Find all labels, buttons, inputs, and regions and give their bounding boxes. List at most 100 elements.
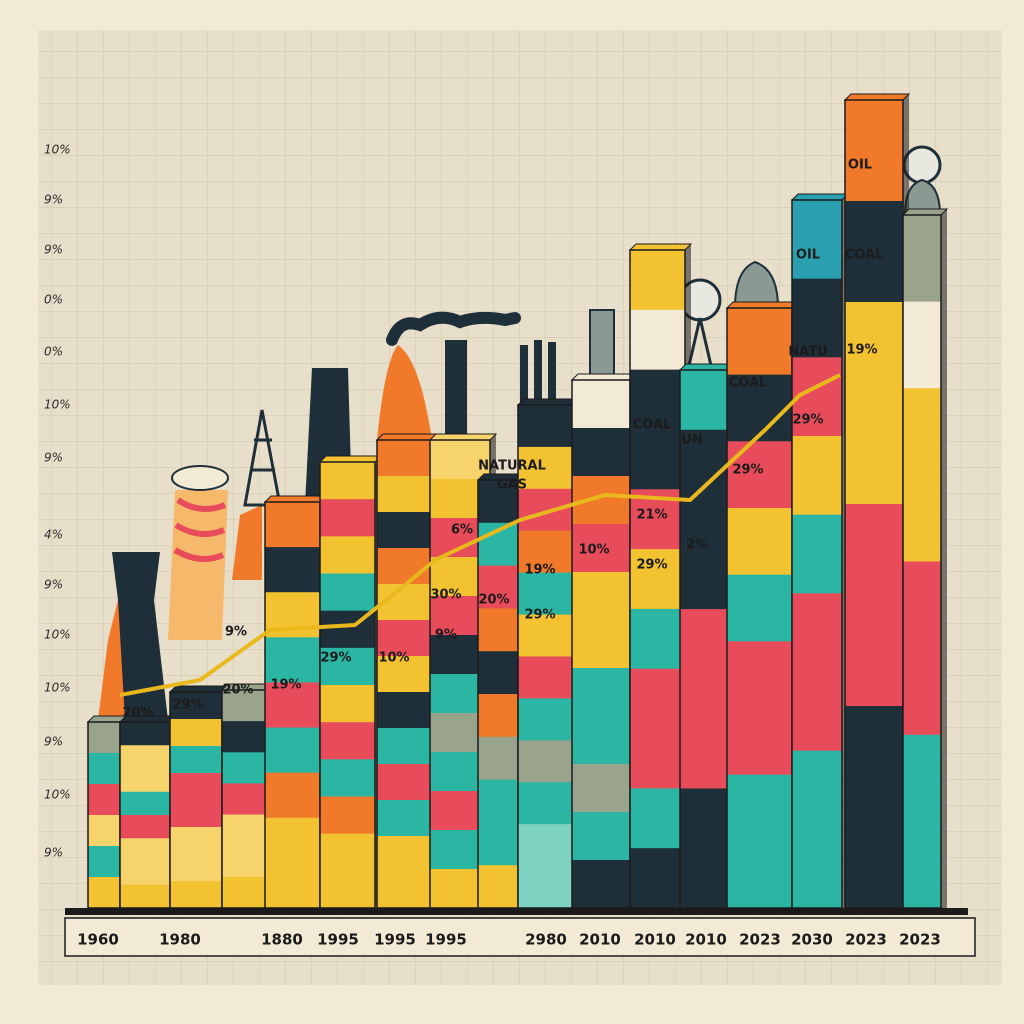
x-axis-label: 2980 [525,931,567,949]
bar-segment [320,499,375,537]
bar-segment [478,779,518,823]
bar-segment [265,727,320,774]
bar-segment [320,536,375,574]
bar-segment [630,728,685,789]
bar-segment [222,845,267,878]
bar-top [570,373,638,381]
bar-segment [377,872,432,909]
bar-segment [320,870,375,909]
bar-top [375,433,440,441]
bar-segment [377,692,432,729]
bar-segment [88,815,120,847]
bar-segment [792,514,842,594]
bar-segment [845,706,903,808]
bar-segment [265,772,320,819]
bar-segment [478,865,518,909]
bar-segment [377,656,432,693]
x-axis-label: 1960 [77,931,119,949]
bar-segment [727,441,792,509]
bar-segment [792,750,842,830]
x-axis-label: 2010 [634,931,676,949]
smoke [386,311,521,346]
bar-segment [377,836,432,873]
bar-segment [265,637,320,683]
y-axis-label: 10% [44,628,71,642]
bar-label: 21% [636,508,667,523]
bar-segment [265,502,320,548]
bar-segment [170,800,222,828]
bar-segment [88,877,120,909]
bar-segment [120,884,170,909]
bar-label: 20% [122,706,153,721]
bar-segment [518,782,573,825]
bar-segment [320,462,375,500]
bar-label: 19% [846,343,877,358]
bar-segment [845,100,903,202]
bar-segment [478,480,518,524]
bar-segment [170,854,222,882]
y-axis-label: 10% [44,788,71,802]
bar-segment [518,572,573,616]
bar-segment [630,608,685,670]
bar-segment [572,860,630,909]
cooling-tower [168,490,228,640]
bar-segment [630,309,685,371]
bar-segment [680,848,728,909]
bar-segment [518,446,573,490]
bar-segment [727,374,792,442]
bar-segment [377,548,432,585]
bar-segment [680,429,728,491]
bar-segment [478,608,518,652]
bar-label: OIL [848,158,872,173]
bar-label: NATURAL [478,459,546,474]
tank [733,260,780,309]
pipe [534,340,542,415]
bar-segment [845,807,903,909]
bar-label: 6% [451,523,473,538]
bar-segment [320,685,375,723]
y-axis-label: 9% [44,735,63,749]
bar-segment [377,440,432,477]
bar-label: 20% [478,593,509,608]
bar-segment [222,876,267,909]
bar-segment [478,694,518,738]
bar-segment [572,716,630,765]
bar-segment [727,508,792,576]
bar-label: 30% [430,588,461,603]
x-axis-label: 2023 [739,931,781,949]
bar-segment [727,574,792,642]
bar-segment [572,572,630,621]
bar-segment [845,605,903,707]
labels: 10% 9% 9% 0% 0% 10% 9% 4% 9% 10% 10% 9% 10% 9% 1960 198… [44,143,941,949]
bar-segment [792,829,842,909]
x-axis-label: 2023 [899,931,941,949]
bar-segment [88,722,120,754]
bar-segment [845,403,903,505]
bar-top [678,363,736,371]
bar-segment [377,512,432,549]
bar-segment [630,250,685,311]
bar-segment [377,728,432,765]
bar-top [725,301,800,309]
x-axis-strip [64,917,976,957]
bar-label: 29% [172,698,203,713]
bar-segment [170,827,222,855]
bar-segment [88,846,120,878]
bar-segment [478,565,518,609]
bar-segment [265,817,320,864]
bar-label: 10% [378,651,409,666]
bar-segment [572,668,630,717]
x-axis-label: 1995 [425,931,467,949]
y-axis-label: 9% [44,578,63,592]
bar-label: 29% [792,413,823,428]
bar-segment [572,812,630,861]
x-axis-label: 2023 [845,931,887,949]
bar-label: 9% [435,628,457,643]
bar-segment [170,692,222,720]
bar-segment [727,708,792,776]
bar-segment [792,200,842,280]
bar-segment [727,841,792,909]
bar-segment [120,722,170,746]
bar-segment [88,784,120,816]
